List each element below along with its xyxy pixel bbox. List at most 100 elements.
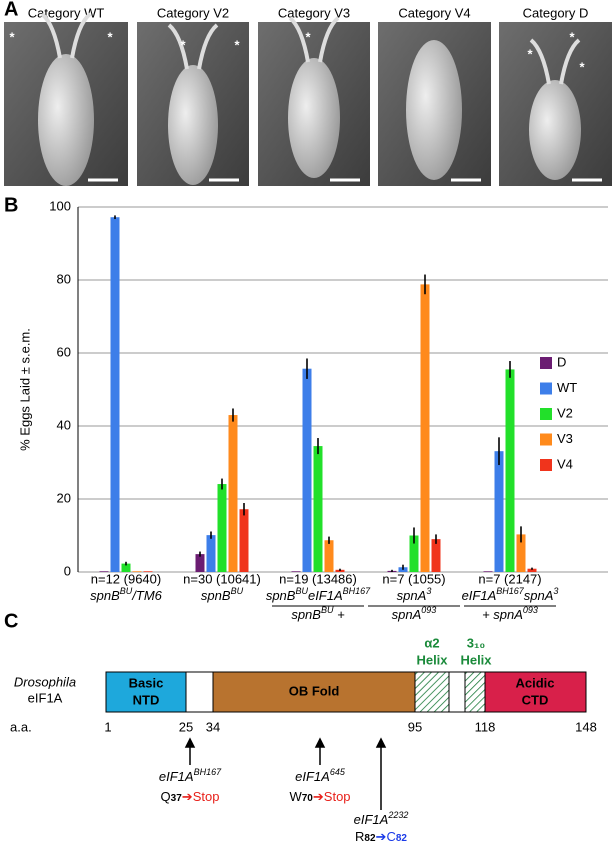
residue-pos: 37	[171, 793, 183, 804]
bar	[143, 571, 153, 572]
genotype-part: eIF1A	[308, 588, 343, 603]
appendage	[529, 38, 551, 85]
x-tick-label: n=30 (10641)	[183, 571, 261, 586]
arrow-glyph: ➔	[376, 829, 387, 844]
genotype-sup: BH167	[496, 586, 525, 596]
panel-a: Category WT Category V2 Category V3 Categor…	[4, 5, 612, 186]
asterisk: *	[527, 46, 533, 61]
legend-label: D	[557, 354, 566, 369]
helix-label: α2	[424, 635, 439, 650]
asterisk: *	[579, 59, 585, 74]
bar	[302, 368, 312, 572]
protein: eIF1A	[28, 690, 63, 705]
position-label: 1	[104, 719, 111, 734]
genotype-part: spnB	[90, 588, 120, 603]
asterisk: *	[569, 29, 575, 44]
image-title: Category V4	[398, 5, 470, 20]
appendage	[288, 16, 310, 63]
genotype-part: spnB	[291, 607, 321, 622]
domain-label: NTD	[133, 692, 160, 707]
arrow-head	[314, 737, 326, 748]
egg	[38, 54, 94, 186]
bar	[483, 571, 493, 572]
panel-label: A	[4, 0, 18, 20]
bar	[516, 534, 526, 572]
genotype-sup: 3	[553, 586, 558, 596]
bar	[132, 571, 142, 572]
residue-pos: 70	[302, 793, 314, 804]
x-tick-label: n=7 (1055)	[382, 571, 445, 586]
asterisk: *	[180, 37, 186, 52]
bar	[228, 415, 238, 572]
genotype-sup: 093	[523, 605, 538, 615]
legend-swatch	[540, 408, 552, 420]
bar	[291, 571, 301, 572]
image-title: Category V3	[278, 5, 350, 20]
legend-swatch	[540, 433, 552, 446]
y-tick-label: 20	[57, 490, 71, 505]
image-title: Category D	[523, 5, 589, 20]
bar	[313, 446, 323, 572]
x-tick-label: n=19 (13486)	[279, 571, 357, 586]
domain-label: Basic	[129, 675, 164, 690]
residue: R	[355, 829, 364, 844]
genotype-part: eIF1A	[462, 588, 497, 603]
genotype-part: +	[333, 607, 345, 622]
allele-name: eIF1A	[354, 812, 389, 827]
legend-label: V2	[557, 405, 573, 420]
genotype-sup: BH167	[343, 586, 372, 596]
residue-new: C	[386, 829, 395, 844]
bar	[217, 484, 227, 572]
y-tick-label: 40	[57, 417, 71, 432]
arrow-head	[184, 737, 196, 748]
position-label: 95	[408, 719, 422, 734]
genotype-sup: BU	[321, 605, 334, 615]
image-title: Category WT	[28, 5, 105, 20]
genotype-part: spnA	[524, 588, 554, 603]
egg	[168, 65, 218, 185]
linker	[448, 671, 466, 713]
genotype: spnBBU/TM6	[90, 586, 163, 603]
arrow-glyph: ➔	[182, 789, 193, 804]
genotype: spnA3	[397, 586, 432, 603]
mutation: R82➔C82	[355, 829, 407, 844]
asterisk: *	[107, 29, 113, 44]
genotype: spnBBU +	[291, 605, 345, 622]
legend-swatch	[540, 357, 552, 369]
allele: eIF1A645	[295, 767, 346, 784]
arrow-head	[375, 737, 387, 748]
bar	[420, 284, 430, 572]
linker	[185, 671, 214, 713]
x-tick-label: n=7 (2147)	[478, 571, 541, 586]
bar	[527, 568, 537, 572]
residue-new: Stop	[193, 789, 220, 804]
allele-name: eIF1A	[159, 769, 194, 784]
position-label: 118	[475, 719, 496, 734]
helix-label: 3₁₀	[467, 635, 486, 650]
appendage	[70, 12, 92, 59]
egg	[529, 80, 581, 180]
panel-c: Drosophila eIF1A Basic NTD OB Fold Acidi…	[10, 635, 597, 844]
panel-b: % Eggs Laid ± s.e.m. 0 20 40 60 80 100 n=12 (96…	[17, 198, 608, 622]
residue: W	[289, 789, 302, 804]
allele: eIF1ABH167	[159, 767, 222, 784]
domain-label: OB Fold	[289, 683, 340, 698]
egg	[406, 40, 462, 180]
mutation: Q37➔Stop	[161, 789, 220, 804]
bar	[409, 535, 419, 572]
genotype: spnBBUeIF1ABH167	[266, 586, 371, 603]
domain-label: Acidic	[515, 675, 554, 690]
egg	[288, 58, 340, 178]
allele: eIF1A2232	[354, 810, 409, 827]
asterisk: *	[9, 29, 15, 44]
bar	[206, 535, 216, 572]
genotype-part: spnB	[201, 588, 231, 603]
appendage	[318, 16, 340, 63]
position-label: 25	[179, 719, 193, 734]
asterisk: *	[234, 37, 240, 52]
appendage	[197, 23, 219, 70]
genotype: eIF1ABH167spnA3	[462, 586, 559, 603]
asterisk: *	[305, 29, 311, 44]
panel-label: B	[4, 194, 18, 216]
